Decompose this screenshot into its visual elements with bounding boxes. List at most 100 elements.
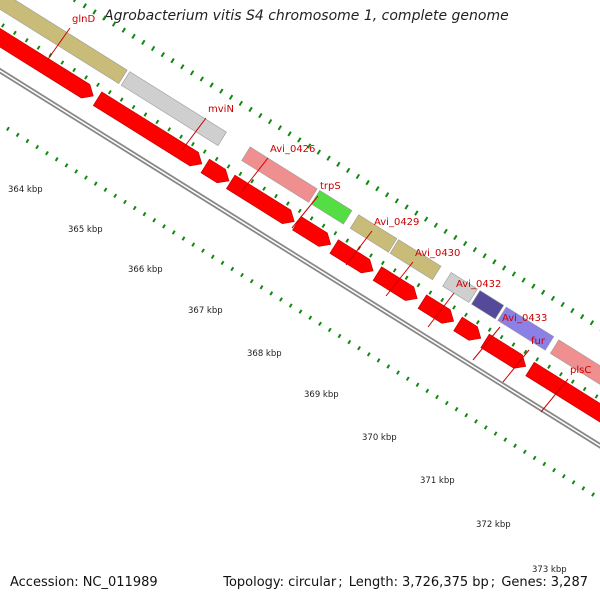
tick-mark: [337, 333, 342, 339]
tick-mark: [511, 271, 517, 277]
cds-arrow: [226, 174, 295, 224]
tick-mark: [318, 321, 322, 327]
scale-tick-track: [0, 120, 595, 497]
tick-mark: [214, 156, 219, 162]
tick-mark: [386, 364, 391, 369]
tick-mark: [542, 461, 547, 467]
tick-mark: [347, 339, 352, 345]
scale-label: 367 kbp: [188, 306, 223, 316]
tick-mark: [74, 169, 79, 174]
tick-mark: [238, 171, 243, 177]
scale-label: 371 kbp: [420, 476, 455, 486]
tick-mark: [45, 150, 49, 156]
cds-arrow: [200, 158, 230, 184]
tick-mark: [249, 278, 254, 284]
tick-mark: [423, 216, 429, 222]
gene-bar-avi-0429: [349, 214, 398, 253]
tick-mark: [392, 268, 397, 273]
tick-mark: [102, 15, 107, 21]
tick-mark: [181, 236, 186, 241]
cds-arrow: [329, 239, 374, 274]
tick-mark: [226, 164, 231, 169]
tick-mark: [326, 155, 331, 161]
tick-mark: [141, 39, 146, 46]
accession-value: NC_011989: [82, 575, 158, 590]
tick-mark: [155, 119, 160, 125]
topology-label: Topology:: [223, 575, 285, 590]
callout-line-avi-0426: [241, 157, 269, 192]
gene-bar-plsc: [549, 339, 600, 385]
tick-mark: [12, 30, 17, 36]
tick-mark: [123, 199, 127, 205]
scale-label: 369 kbp: [304, 390, 339, 400]
callout-line-trps: [291, 195, 319, 229]
tick-mark: [262, 186, 267, 191]
tick-mark: [25, 138, 30, 144]
tick-mark: [15, 132, 20, 138]
cds-arrow: [292, 216, 332, 247]
tick-mark: [279, 297, 283, 302]
tick-mark: [308, 315, 313, 320]
tick-mark: [414, 210, 419, 216]
tick-mark: [365, 179, 370, 186]
tick-mark: [416, 282, 421, 288]
cds-arrow: [525, 361, 600, 423]
tick-mark: [150, 45, 156, 52]
tick-mark: [472, 246, 478, 253]
gene-bar-avi-0432: [442, 272, 478, 303]
tick-mark: [355, 173, 361, 180]
tick-mark: [550, 295, 556, 302]
tick-mark: [396, 370, 400, 375]
scale-label: 373 kbp: [532, 565, 567, 575]
gene-bar-avi-0426: [241, 146, 318, 203]
tick-mark: [132, 205, 137, 211]
tick-mark: [435, 394, 439, 400]
tick-mark: [561, 473, 566, 479]
tick-mark: [298, 309, 303, 314]
tick-mark: [433, 222, 439, 228]
tick-mark: [560, 301, 565, 308]
tick-mark: [503, 437, 508, 442]
tick-mark: [170, 58, 175, 64]
tick-mark: [162, 224, 166, 229]
tick-mark: [152, 217, 157, 223]
tick-mark: [160, 51, 165, 58]
backbone-inner-line: [0, 69, 600, 447]
tick-mark: [428, 290, 433, 295]
tick-mark: [121, 27, 126, 33]
tick-mark: [250, 179, 255, 184]
tick-mark: [6, 126, 10, 132]
tick-mark: [483, 425, 488, 430]
tick-mark: [384, 192, 390, 198]
gene-bar-mvin: [120, 71, 227, 147]
tick-mark: [119, 97, 124, 102]
accession-label: Accession:: [10, 575, 79, 590]
gene-bar-fur: [497, 306, 555, 351]
map-title: Agrobacterium vitis S4 chromosome 1, com…: [104, 8, 509, 24]
scale-label: 372 kbp: [476, 520, 511, 530]
tick-mark: [219, 88, 224, 94]
tick-mark: [191, 141, 195, 147]
tick-mark: [248, 106, 253, 113]
tick-mark: [582, 386, 587, 392]
genes-value: 3,287: [550, 575, 588, 590]
gene-bar-glnd: [0, 0, 128, 85]
tick-mark: [92, 9, 97, 15]
gene-label-avi-0430: Avi_0430: [415, 248, 460, 259]
tick-mark: [547, 364, 551, 369]
tick-mark: [309, 216, 314, 221]
callout-line-avi-0432: [427, 292, 455, 328]
callout-line-avi-0429: [345, 230, 373, 266]
gene-label-avi-0432: Avi_0432: [456, 279, 501, 290]
callout-line-fur: [502, 349, 530, 383]
tick-mark: [24, 38, 29, 43]
tick-mark: [220, 260, 225, 266]
tick-mark: [297, 137, 302, 143]
tick-mark: [93, 181, 98, 186]
tick-mark: [84, 75, 88, 80]
cds-arrow: [417, 294, 455, 324]
gene-label-trps: trpS: [320, 181, 341, 192]
tick-mark: [230, 266, 235, 272]
tick-mark: [493, 431, 498, 436]
